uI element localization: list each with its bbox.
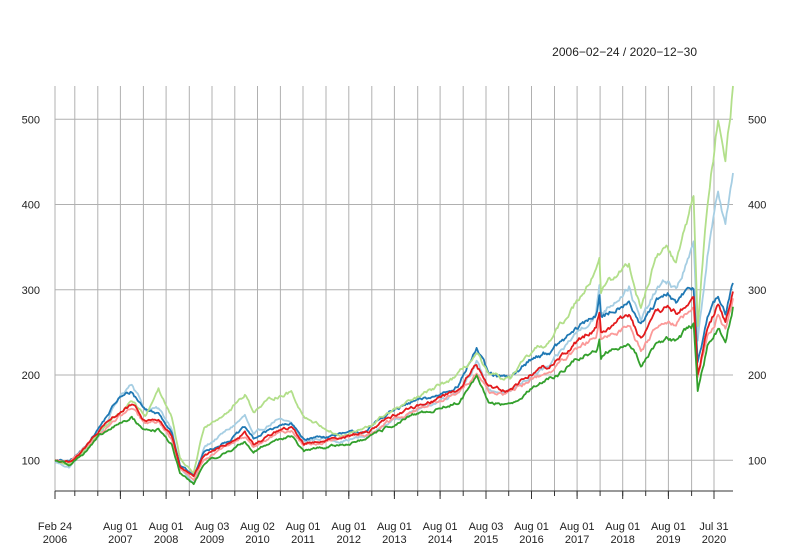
x-tick-label: Aug 01 <box>423 521 458 533</box>
x-tick-label-year: 2011 <box>291 534 315 546</box>
x-tick-label-year: 2007 <box>108 534 132 546</box>
series-line-1 <box>54 172 734 485</box>
x-tick-label-year: 2006 <box>43 534 67 546</box>
y-tick-label-left: 400 <box>22 200 40 212</box>
x-tick-label-year: 2009 <box>200 534 224 546</box>
x-tick-label: Aug 01 <box>377 521 412 533</box>
x-tick-label-year: 2015 <box>474 534 498 546</box>
x-tick-label: Aug 01 <box>103 521 138 533</box>
x-tick-label: Aug 02 <box>240 521 275 533</box>
y-tick-label-right: 200 <box>748 370 766 382</box>
x-tick-label-year: 2008 <box>154 534 178 546</box>
y-tick-label-left: 300 <box>22 285 40 297</box>
x-tick-label: Aug 01 <box>651 521 686 533</box>
date-range-label: 2006−02−24 / 2020−12−30 <box>552 45 697 59</box>
series-line-5 <box>54 291 734 478</box>
x-tick-label: Jul 31 <box>699 521 728 533</box>
x-tick-label: Aug 03 <box>469 521 504 533</box>
x-tick-label: Aug 01 <box>331 521 366 533</box>
x-tick-label: Aug 03 <box>195 521 230 533</box>
series-group <box>54 85 734 486</box>
series-line-6 <box>54 306 734 486</box>
x-tick-label-year: 2020 <box>702 534 726 546</box>
y-tick-label-right: 500 <box>748 114 766 126</box>
x-tick-label-year: 2016 <box>519 534 543 546</box>
x-tick-label-year: 2017 <box>565 534 589 546</box>
series-line-3 <box>54 85 734 475</box>
x-tick-label-year: 2018 <box>610 534 634 546</box>
axes: 100 100 200 200 300 300 400 400 500 500 Feb 242006… <box>22 114 767 546</box>
y-tick-label-right: 100 <box>748 455 766 467</box>
y-tick-label-left: 200 <box>22 370 40 382</box>
series-line-4 <box>54 298 734 482</box>
x-tick-label-year: 2010 <box>245 534 269 546</box>
x-tick-label: Feb 24 <box>38 521 72 533</box>
x-tick-label-year: 2013 <box>382 534 406 546</box>
x-tick-label: Aug 01 <box>286 521 321 533</box>
x-tick-label-year: 2019 <box>656 534 680 546</box>
y-tick-label-right: 400 <box>748 200 766 212</box>
y-tick-label-right: 300 <box>748 285 766 297</box>
x-tick-label-year: 2014 <box>428 534 452 546</box>
x-tick-label: Aug 01 <box>605 521 640 533</box>
x-tick-label-year: 2012 <box>337 534 361 546</box>
x-tick-label: Aug 01 <box>560 521 595 533</box>
y-tick-label-left: 500 <box>22 114 40 126</box>
x-tick-label: Aug 01 <box>149 521 184 533</box>
y-tick-label-left: 100 <box>22 455 40 467</box>
x-tick-label: Aug 01 <box>514 521 549 533</box>
